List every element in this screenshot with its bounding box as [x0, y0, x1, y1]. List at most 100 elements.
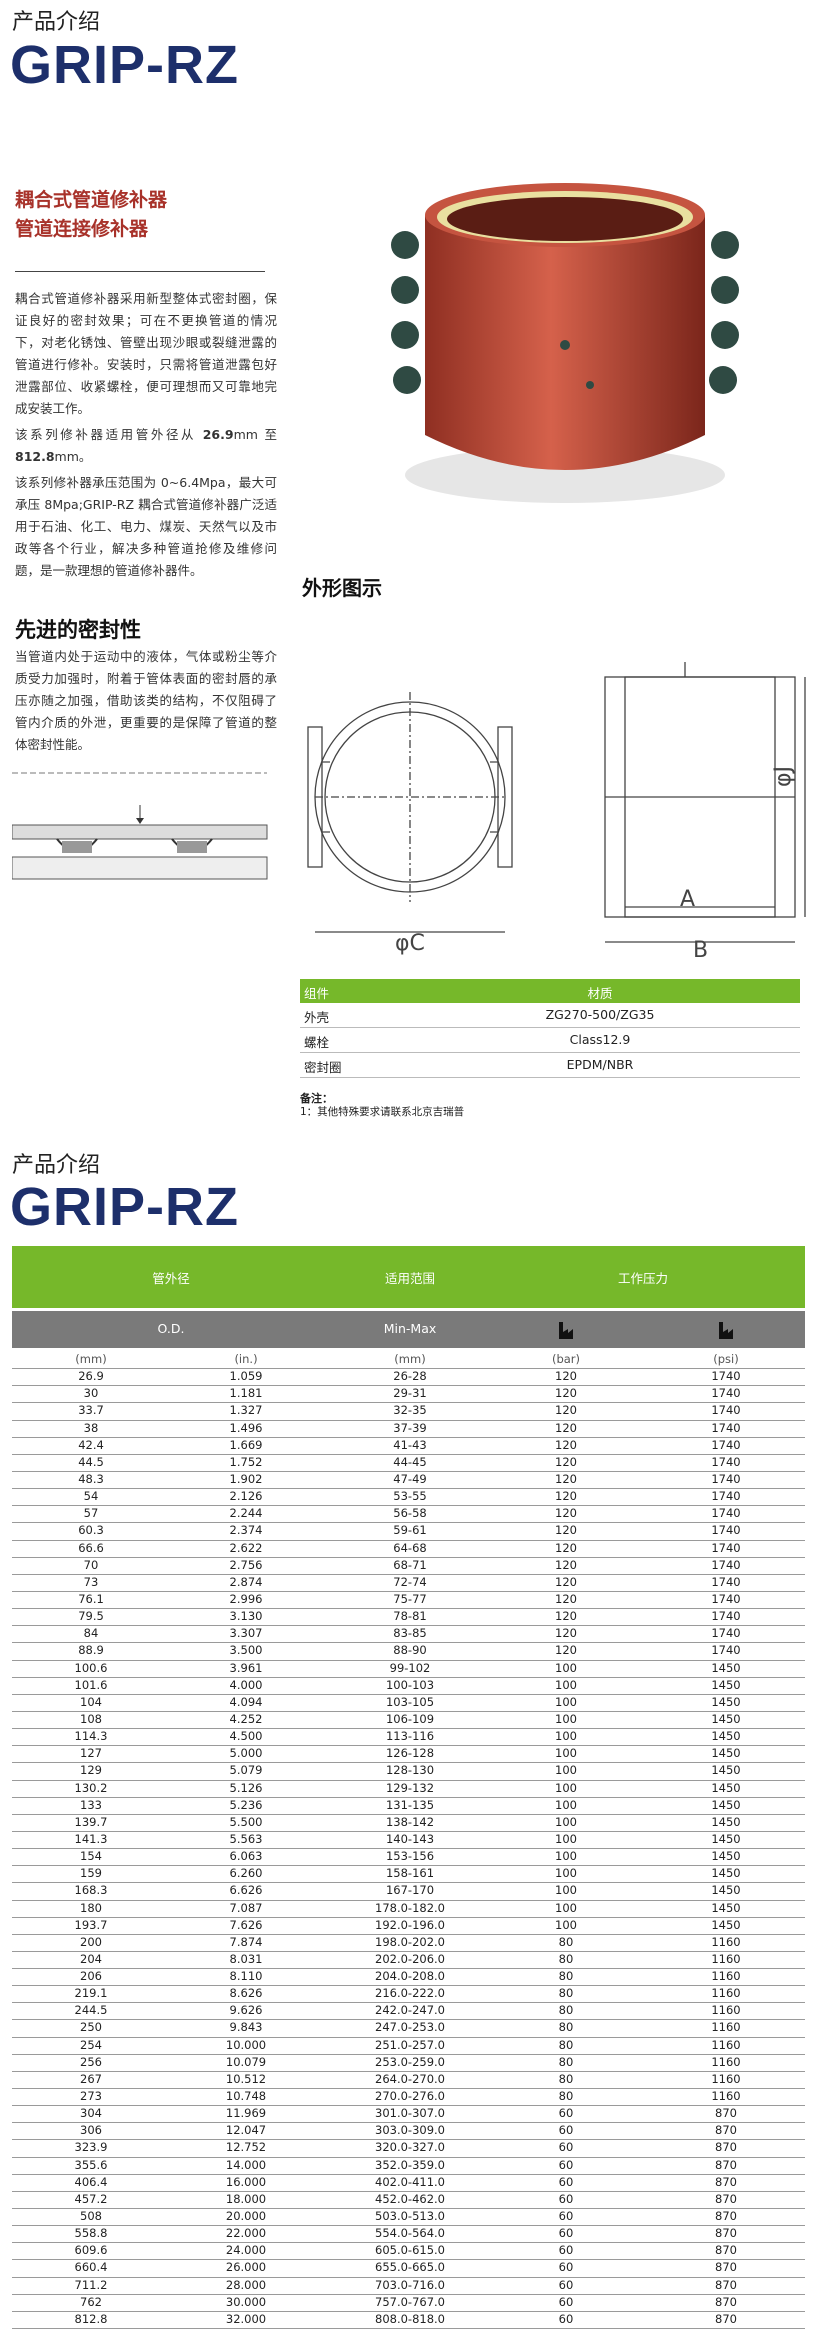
cell: 711.2: [74, 2277, 108, 2292]
table-row: 141.3 5.563 140-143 100 1450: [12, 1832, 805, 1850]
cell: 1.669: [229, 1437, 263, 1452]
cell: 153-156: [385, 1849, 435, 1864]
table-row: 88.9 3.500 88-90 120 1740: [12, 1643, 805, 1661]
cell: 80: [558, 1951, 574, 1966]
cell: 100: [555, 1797, 577, 1812]
cell: 60: [558, 2260, 574, 2275]
cell: 605.0-615.0: [375, 2243, 445, 2258]
cell: 100-103: [385, 1677, 435, 1692]
cell: 192.0-196.0: [375, 1917, 445, 1932]
cell: 5.000: [229, 1746, 263, 1761]
cell: 120: [555, 1591, 577, 1606]
cell: 5.079: [229, 1763, 263, 1778]
table-row: 38 1.496 37-39 120 1740: [12, 1421, 805, 1438]
table-row: 30 1.181 29-31 120 1740: [12, 1386, 805, 1404]
table-row: 200 7.874 198.0-202.0 80 1160: [12, 1935, 805, 1952]
table-row: 66.6 2.622 64-68 120 1740: [12, 1541, 805, 1558]
cell: 1.327: [229, 1403, 263, 1418]
dimension-label: φJ: [771, 766, 796, 787]
cell: 60: [558, 2209, 574, 2224]
cell: 106-109: [385, 1711, 435, 1726]
table-header: 组件 材质: [300, 979, 800, 1003]
table-row: 26.9 1.059 26-28 120 1740: [12, 1369, 805, 1387]
cell: 3.307: [229, 1626, 263, 1641]
cell: 554.0-564.0: [375, 2226, 445, 2241]
table-row: 558.8 22.000 554.0-564.0 60 870: [12, 2226, 805, 2244]
cell: EPDM/NBR: [566, 1057, 634, 1072]
table-row: 273 10.748 270.0-276.0 80 1160: [12, 2089, 805, 2107]
cell: 4.000: [229, 1677, 263, 1692]
header-cell: 适用范围: [384, 1271, 435, 1286]
cell: 120: [555, 1574, 577, 1589]
cell: 660.4: [74, 2260, 108, 2275]
cell: 303.0-309.0: [375, 2123, 445, 2138]
table-body: (mm) (in.) (mm) (bar) (psi) 26.9 1.059 26-28 120…: [12, 1352, 805, 2329]
units-row: (mm) (in.) (mm) (bar) (psi): [12, 1352, 805, 1370]
cell: 100: [555, 1900, 577, 1915]
cell: 66.6: [78, 1540, 104, 1555]
cell: 609.6: [74, 2243, 108, 2258]
cell: 267: [80, 2071, 102, 2086]
table-row: 84 3.307 83-85 120 1740: [12, 1626, 805, 1644]
cell: 10.748: [225, 2089, 267, 2104]
cell: 9.626: [229, 2003, 263, 2018]
cell: 503.0-513.0: [375, 2209, 445, 2224]
cell: 812.8: [74, 2311, 108, 2326]
unit-cell: (mm): [75, 1352, 107, 1366]
cell: Class12.9: [569, 1032, 631, 1047]
text: 26.9: [202, 427, 234, 442]
cell: 355.6: [74, 2157, 108, 2172]
table-row: 304 11.969 301.0-307.0 60 870: [12, 2106, 805, 2124]
cell: 9.843: [229, 2020, 263, 2035]
cell: 757.0-767.0: [375, 2294, 445, 2309]
cell: 60: [558, 2311, 574, 2326]
section-title: 先进的密封性: [15, 618, 141, 642]
cell: 247.0-253.0: [375, 2020, 445, 2035]
cell: 4.094: [229, 1694, 263, 1709]
cell: 1740: [711, 1574, 741, 1589]
table-row: 204 8.031 202.0-206.0 80 1160: [12, 1951, 805, 1970]
cell: 870: [715, 2140, 737, 2155]
cell: 26-28: [393, 1369, 427, 1384]
cell: 18.000: [225, 2191, 267, 2206]
table-row: 螺栓 Class12.9: [300, 1028, 800, 1053]
cell: 120: [555, 1523, 577, 1538]
cell: 100: [555, 1814, 577, 1829]
cell: 78-81: [393, 1609, 427, 1624]
cell: 320.0-327.0: [375, 2140, 445, 2155]
cell: 352.0-359.0: [375, 2157, 445, 2172]
cell: 1740: [711, 1420, 741, 1435]
cell: 76.1: [78, 1591, 104, 1606]
cell: 64-68: [393, 1540, 427, 1555]
technical-drawing: φC A B φJ: [307, 662, 806, 962]
text: 该系列修补器适用管外径从: [15, 427, 203, 442]
table-subheader: O.D. Min-Max: [12, 1311, 805, 1348]
cell: 80: [558, 2071, 574, 2086]
table-row: 250 9.843 247.0-253.0 80 1160: [12, 2020, 805, 2038]
cell: 216.0-222.0: [375, 1986, 445, 2001]
cell: 254: [80, 2037, 102, 2052]
cell: 406.4: [74, 2174, 108, 2189]
cell: 59-61: [393, 1523, 427, 1538]
cell: 12.047: [225, 2123, 267, 2138]
notes-title: 备注：: [300, 1092, 333, 1105]
table-row: 129 5.079 128-130 100 1450: [12, 1763, 805, 1781]
cell: 1.496: [229, 1420, 263, 1435]
cell: 120: [555, 1540, 577, 1555]
cell: 1450: [711, 1694, 741, 1709]
cell: 1450: [711, 1677, 741, 1692]
cell: 870: [715, 2191, 737, 2206]
cell: 2.126: [229, 1489, 263, 1504]
cell: 75-77: [393, 1591, 427, 1606]
cell: 38: [83, 1420, 99, 1435]
cell: 206: [80, 1969, 102, 1984]
cell: 1740: [711, 1437, 741, 1452]
unit-cell: (in.): [234, 1352, 258, 1366]
cell: 68-71: [393, 1557, 427, 1572]
cell: 60: [558, 2294, 574, 2309]
cell: 114.3: [74, 1729, 108, 1744]
cell: 168.3: [74, 1883, 108, 1898]
heading-line: 管道连接修补器: [15, 218, 149, 240]
cell: 1740: [711, 1643, 741, 1658]
cell: 6.260: [229, 1866, 263, 1881]
